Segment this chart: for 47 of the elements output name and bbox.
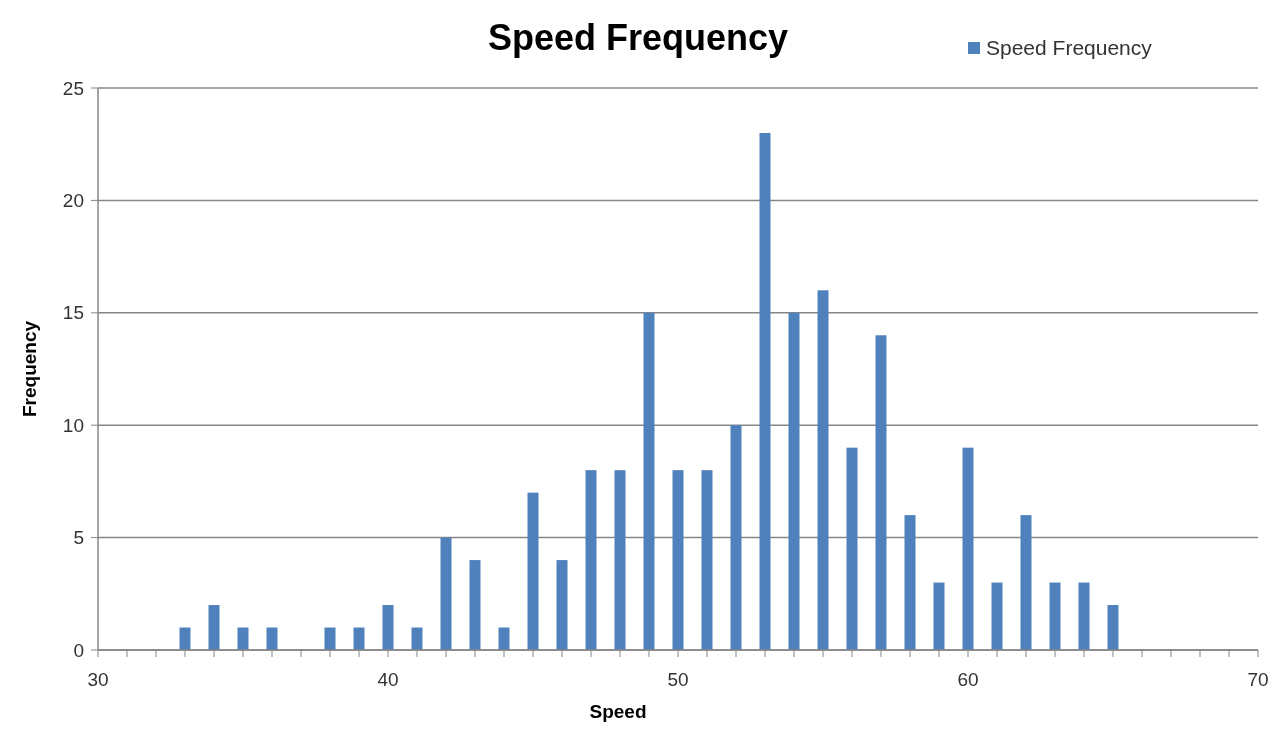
bar xyxy=(672,470,684,650)
bar xyxy=(701,470,713,650)
bar xyxy=(1107,605,1119,650)
bar xyxy=(556,560,568,650)
y-tick-label: 10 xyxy=(62,414,84,436)
bar xyxy=(498,627,510,650)
bar xyxy=(527,492,539,650)
bar xyxy=(788,312,800,650)
bar xyxy=(817,290,829,650)
bar xyxy=(237,627,249,650)
y-tick-label: 20 xyxy=(62,190,84,212)
bar xyxy=(730,425,742,650)
y-tick-label: 0 xyxy=(73,639,84,661)
y-tick-label: 15 xyxy=(62,302,84,324)
bar xyxy=(382,605,394,650)
x-tick-label: 60 xyxy=(957,669,979,690)
bar xyxy=(1020,515,1032,650)
bar xyxy=(469,560,481,650)
x-tick-label: 50 xyxy=(667,669,689,690)
bar xyxy=(411,627,423,650)
bar xyxy=(266,627,278,650)
bar xyxy=(875,335,887,650)
legend-label: Speed Frequency xyxy=(986,36,1153,60)
bar xyxy=(614,470,626,650)
bar xyxy=(1078,582,1090,650)
y-tick-label: 25 xyxy=(62,77,84,99)
x-tick-label: 70 xyxy=(1247,669,1269,690)
chart-title: Speed Frequency xyxy=(487,17,789,58)
y-tick-label: 5 xyxy=(73,527,84,549)
bar xyxy=(643,312,655,650)
y-axis-title: Frequency xyxy=(19,320,40,418)
x-tick-label: 40 xyxy=(377,669,399,690)
bar xyxy=(585,470,597,650)
bar xyxy=(324,627,336,650)
bar xyxy=(759,132,771,650)
bar xyxy=(1049,582,1061,650)
bar xyxy=(904,515,916,650)
bar xyxy=(991,582,1003,650)
bar xyxy=(933,582,945,650)
x-tick-label: 30 xyxy=(87,669,109,690)
bar xyxy=(179,627,191,650)
x-axis-title: Speed xyxy=(589,701,647,722)
bar xyxy=(353,627,365,650)
bar xyxy=(440,537,452,650)
bar xyxy=(846,447,858,650)
bar xyxy=(208,605,220,650)
bar xyxy=(962,447,974,650)
